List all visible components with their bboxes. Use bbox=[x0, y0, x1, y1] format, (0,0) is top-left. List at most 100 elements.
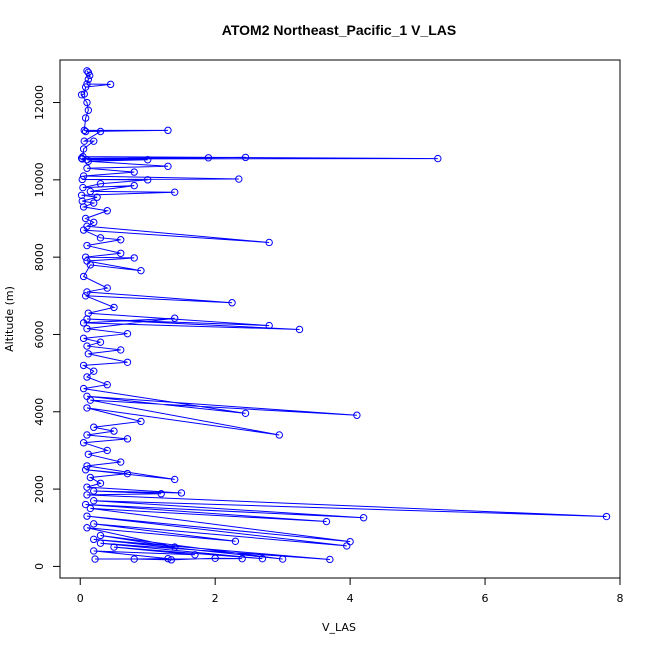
data-point bbox=[353, 411, 361, 419]
data-point bbox=[171, 188, 179, 196]
data-point bbox=[90, 520, 98, 528]
data-point bbox=[90, 535, 98, 544]
chart-title: ATOM2 Northeast_Pacific_1 V_LAS bbox=[222, 22, 456, 38]
data-point bbox=[167, 556, 176, 564]
data-point bbox=[81, 253, 90, 261]
data-point bbox=[81, 114, 90, 122]
data-point bbox=[137, 417, 145, 426]
data-point bbox=[79, 145, 88, 153]
data-point bbox=[164, 162, 172, 171]
data-point bbox=[81, 127, 90, 136]
data-point bbox=[90, 496, 98, 505]
data-point bbox=[144, 176, 152, 184]
data-point bbox=[86, 504, 95, 513]
data-point bbox=[78, 175, 86, 184]
data-point bbox=[96, 531, 105, 540]
data-point bbox=[80, 126, 88, 135]
data-point bbox=[96, 338, 105, 346]
data-point bbox=[90, 218, 98, 227]
series-layer bbox=[77, 67, 611, 564]
data-point bbox=[77, 154, 86, 162]
data-point bbox=[164, 554, 172, 563]
data-point bbox=[238, 554, 246, 563]
data-point bbox=[81, 292, 90, 300]
x-tick-label: 2 bbox=[212, 592, 219, 605]
data-point bbox=[103, 381, 111, 389]
data-point bbox=[79, 272, 88, 281]
data-point bbox=[77, 91, 86, 99]
data-point bbox=[144, 156, 152, 164]
data-point bbox=[79, 183, 87, 192]
data-point bbox=[171, 314, 179, 322]
data-point bbox=[83, 342, 91, 350]
data-point bbox=[171, 543, 179, 551]
data-point bbox=[83, 431, 91, 439]
data-point bbox=[79, 319, 88, 327]
data-point bbox=[258, 554, 267, 563]
data-point bbox=[83, 373, 91, 381]
data-point bbox=[77, 191, 86, 200]
data-point bbox=[90, 137, 98, 145]
data-point bbox=[83, 241, 91, 250]
data-point bbox=[117, 346, 125, 354]
data-point bbox=[96, 234, 105, 242]
data-point bbox=[265, 238, 273, 247]
y-axis: 0 2000 4000 6000 8000 10000 12000 bbox=[33, 85, 61, 570]
y-tick-label: 10000 bbox=[33, 162, 46, 197]
x-tick-label: 0 bbox=[77, 592, 84, 605]
x-axis-label: V_LAS bbox=[322, 621, 356, 634]
data-point bbox=[241, 153, 250, 162]
data-point bbox=[81, 500, 90, 509]
data-point bbox=[137, 266, 145, 275]
data-point bbox=[81, 83, 90, 91]
data-point bbox=[191, 551, 199, 559]
data-point bbox=[84, 75, 93, 84]
data-point bbox=[96, 127, 105, 136]
data-point bbox=[177, 489, 186, 497]
data-point bbox=[171, 475, 179, 484]
data-point bbox=[83, 524, 91, 532]
data-point bbox=[90, 423, 98, 431]
data-point bbox=[117, 249, 125, 257]
data-point bbox=[103, 446, 111, 455]
data-point bbox=[241, 409, 250, 418]
series-line bbox=[80, 70, 607, 561]
data-point bbox=[85, 71, 94, 80]
data-point bbox=[83, 483, 91, 491]
data-point bbox=[83, 98, 91, 107]
data-point bbox=[275, 431, 283, 439]
data-point bbox=[90, 367, 98, 375]
data-point bbox=[79, 172, 88, 180]
data-point bbox=[130, 555, 138, 563]
data-point bbox=[359, 514, 368, 522]
data-point bbox=[117, 236, 125, 244]
data-point bbox=[130, 181, 138, 190]
data-point bbox=[130, 168, 138, 176]
data-point bbox=[90, 199, 98, 207]
data-point bbox=[602, 512, 611, 521]
data-point bbox=[103, 284, 111, 292]
data-point bbox=[79, 226, 88, 234]
data-point bbox=[110, 427, 118, 435]
data-point bbox=[83, 156, 91, 164]
y-tick-label: 4000 bbox=[33, 398, 46, 426]
data-point bbox=[90, 487, 98, 495]
y-tick-label: 2000 bbox=[33, 475, 46, 503]
data-point bbox=[86, 396, 95, 404]
data-point bbox=[117, 458, 125, 466]
x-tick-label: 6 bbox=[482, 592, 489, 605]
data-point bbox=[86, 473, 95, 482]
data-point bbox=[322, 517, 331, 526]
data-point bbox=[130, 254, 138, 262]
data-point bbox=[84, 106, 93, 114]
data-point bbox=[211, 554, 219, 562]
data-point bbox=[235, 175, 243, 183]
data-point bbox=[93, 193, 101, 201]
data-point bbox=[157, 490, 165, 498]
data-point bbox=[164, 126, 172, 135]
data-point bbox=[80, 137, 88, 145]
data-point bbox=[79, 334, 88, 343]
data-point bbox=[83, 324, 91, 333]
